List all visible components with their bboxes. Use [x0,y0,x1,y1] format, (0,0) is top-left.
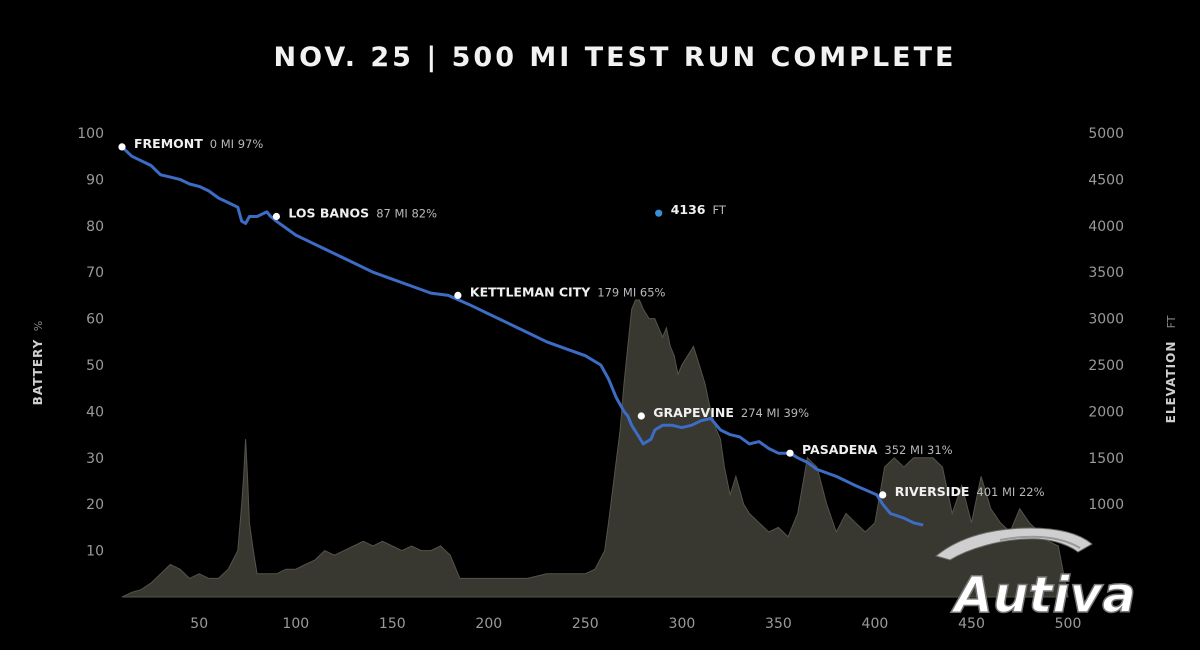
x-tick-label: 100 [282,616,309,632]
annotation: GRAPEVINE 274 MI 39% [637,405,809,420]
y-tick-label: 60 [86,312,104,328]
battery-series [120,145,924,527]
y-tick-label: 70 [86,265,104,281]
y-axis-ticks: 10 20 30 40 50 60 70 80 90 100 [77,126,104,560]
annotation-marker [879,491,887,499]
y2-axis-label: ELEVATION [1164,341,1178,424]
annotation-marker [655,209,663,217]
annotation-marker [118,143,126,151]
annotation-marker [637,412,645,420]
x-tick-label: 500 [1055,616,1082,632]
annotation: PASADENA 352 MI 31% [786,442,953,457]
y2-tick-label: 5000 [1088,126,1124,142]
annotation: 4136 FT [655,202,727,217]
annotation-label: 4136 FT [671,202,727,217]
y2-tick-label: 1000 [1088,497,1124,513]
annotation-marker [272,212,280,221]
x-tick-label: 150 [379,616,406,632]
y-tick-label: 50 [86,358,104,374]
y-axis-label: BATTERY [31,339,45,406]
y-tick-label: 90 [86,172,104,188]
x-axis-ticks: 50 100 150 200 250 300 350 400 450 500 [190,616,1081,632]
y2-tick-label: 3500 [1088,265,1124,281]
chart-title: NOV. 25 | 500 MI TEST RUN COMPLETE [274,42,957,73]
x-tick-label: 250 [572,616,599,632]
y2-tick-label: 4500 [1088,172,1124,188]
annotation: LOS BANOS 87 MI 82% [272,206,437,221]
logo-text: Autiva [950,566,1136,624]
y-tick-label: 10 [86,544,104,560]
y2-axis-ticks: 1000 1500 2000 2500 3000 3500 4000 4500 5000 [1088,126,1124,513]
x-tick-label: 300 [669,616,696,632]
annotation-label: PASADENA 352 MI 31% [802,442,953,457]
y-tick-label: 40 [86,404,104,420]
annotation-label: RIVERSIDE 401 MI 22% [895,484,1045,499]
y-axis-title: BATTERY % [31,321,45,406]
annotation: KETTLEMAN CITY 179 MI 65% [454,284,666,299]
y-tick-label: 100 [77,126,104,142]
annotation-marker [786,449,794,457]
y2-tick-label: 1500 [1088,451,1124,467]
y2-axis-unit: FT [1165,315,1178,328]
annotation: RIVERSIDE 401 MI 22% [879,484,1045,499]
y2-tick-label: 4000 [1088,219,1124,235]
autiva-logo: Autiva [934,527,1137,625]
elevation-series [121,299,1069,598]
y-axis-unit: % [32,321,45,331]
car-silhouette-icon [934,527,1093,561]
battery-line [120,145,924,527]
y2-axis-title: ELEVATION FT [1164,315,1178,423]
y-tick-label: 80 [86,219,104,235]
x-tick-label: 400 [862,616,889,632]
annotation-label: KETTLEMAN CITY 179 MI 65% [470,284,666,299]
x-tick-label: 450 [958,616,985,632]
annotation-label: FREMONT 0 MI 97% [134,136,263,151]
x-tick-label: 350 [765,616,792,632]
x-tick-label: 200 [475,616,502,632]
elevation-area [121,299,1069,598]
y2-tick-label: 3000 [1088,312,1124,328]
x-tick-label: 50 [190,616,208,632]
y2-tick-label: 2500 [1088,358,1124,374]
y-tick-label: 30 [86,451,104,467]
y-tick-label: 20 [86,497,104,513]
annotation-label: GRAPEVINE 274 MI 39% [653,405,809,420]
y2-tick-label: 2000 [1088,404,1124,420]
annotation-marker [454,291,462,299]
annotation-label: LOS BANOS 87 MI 82% [288,206,437,221]
annotations: FREMONT 0 MI 97% LOS BANOS 87 MI 82% KETTLEM… [118,136,1045,499]
annotation: FREMONT 0 MI 97% [118,136,263,151]
